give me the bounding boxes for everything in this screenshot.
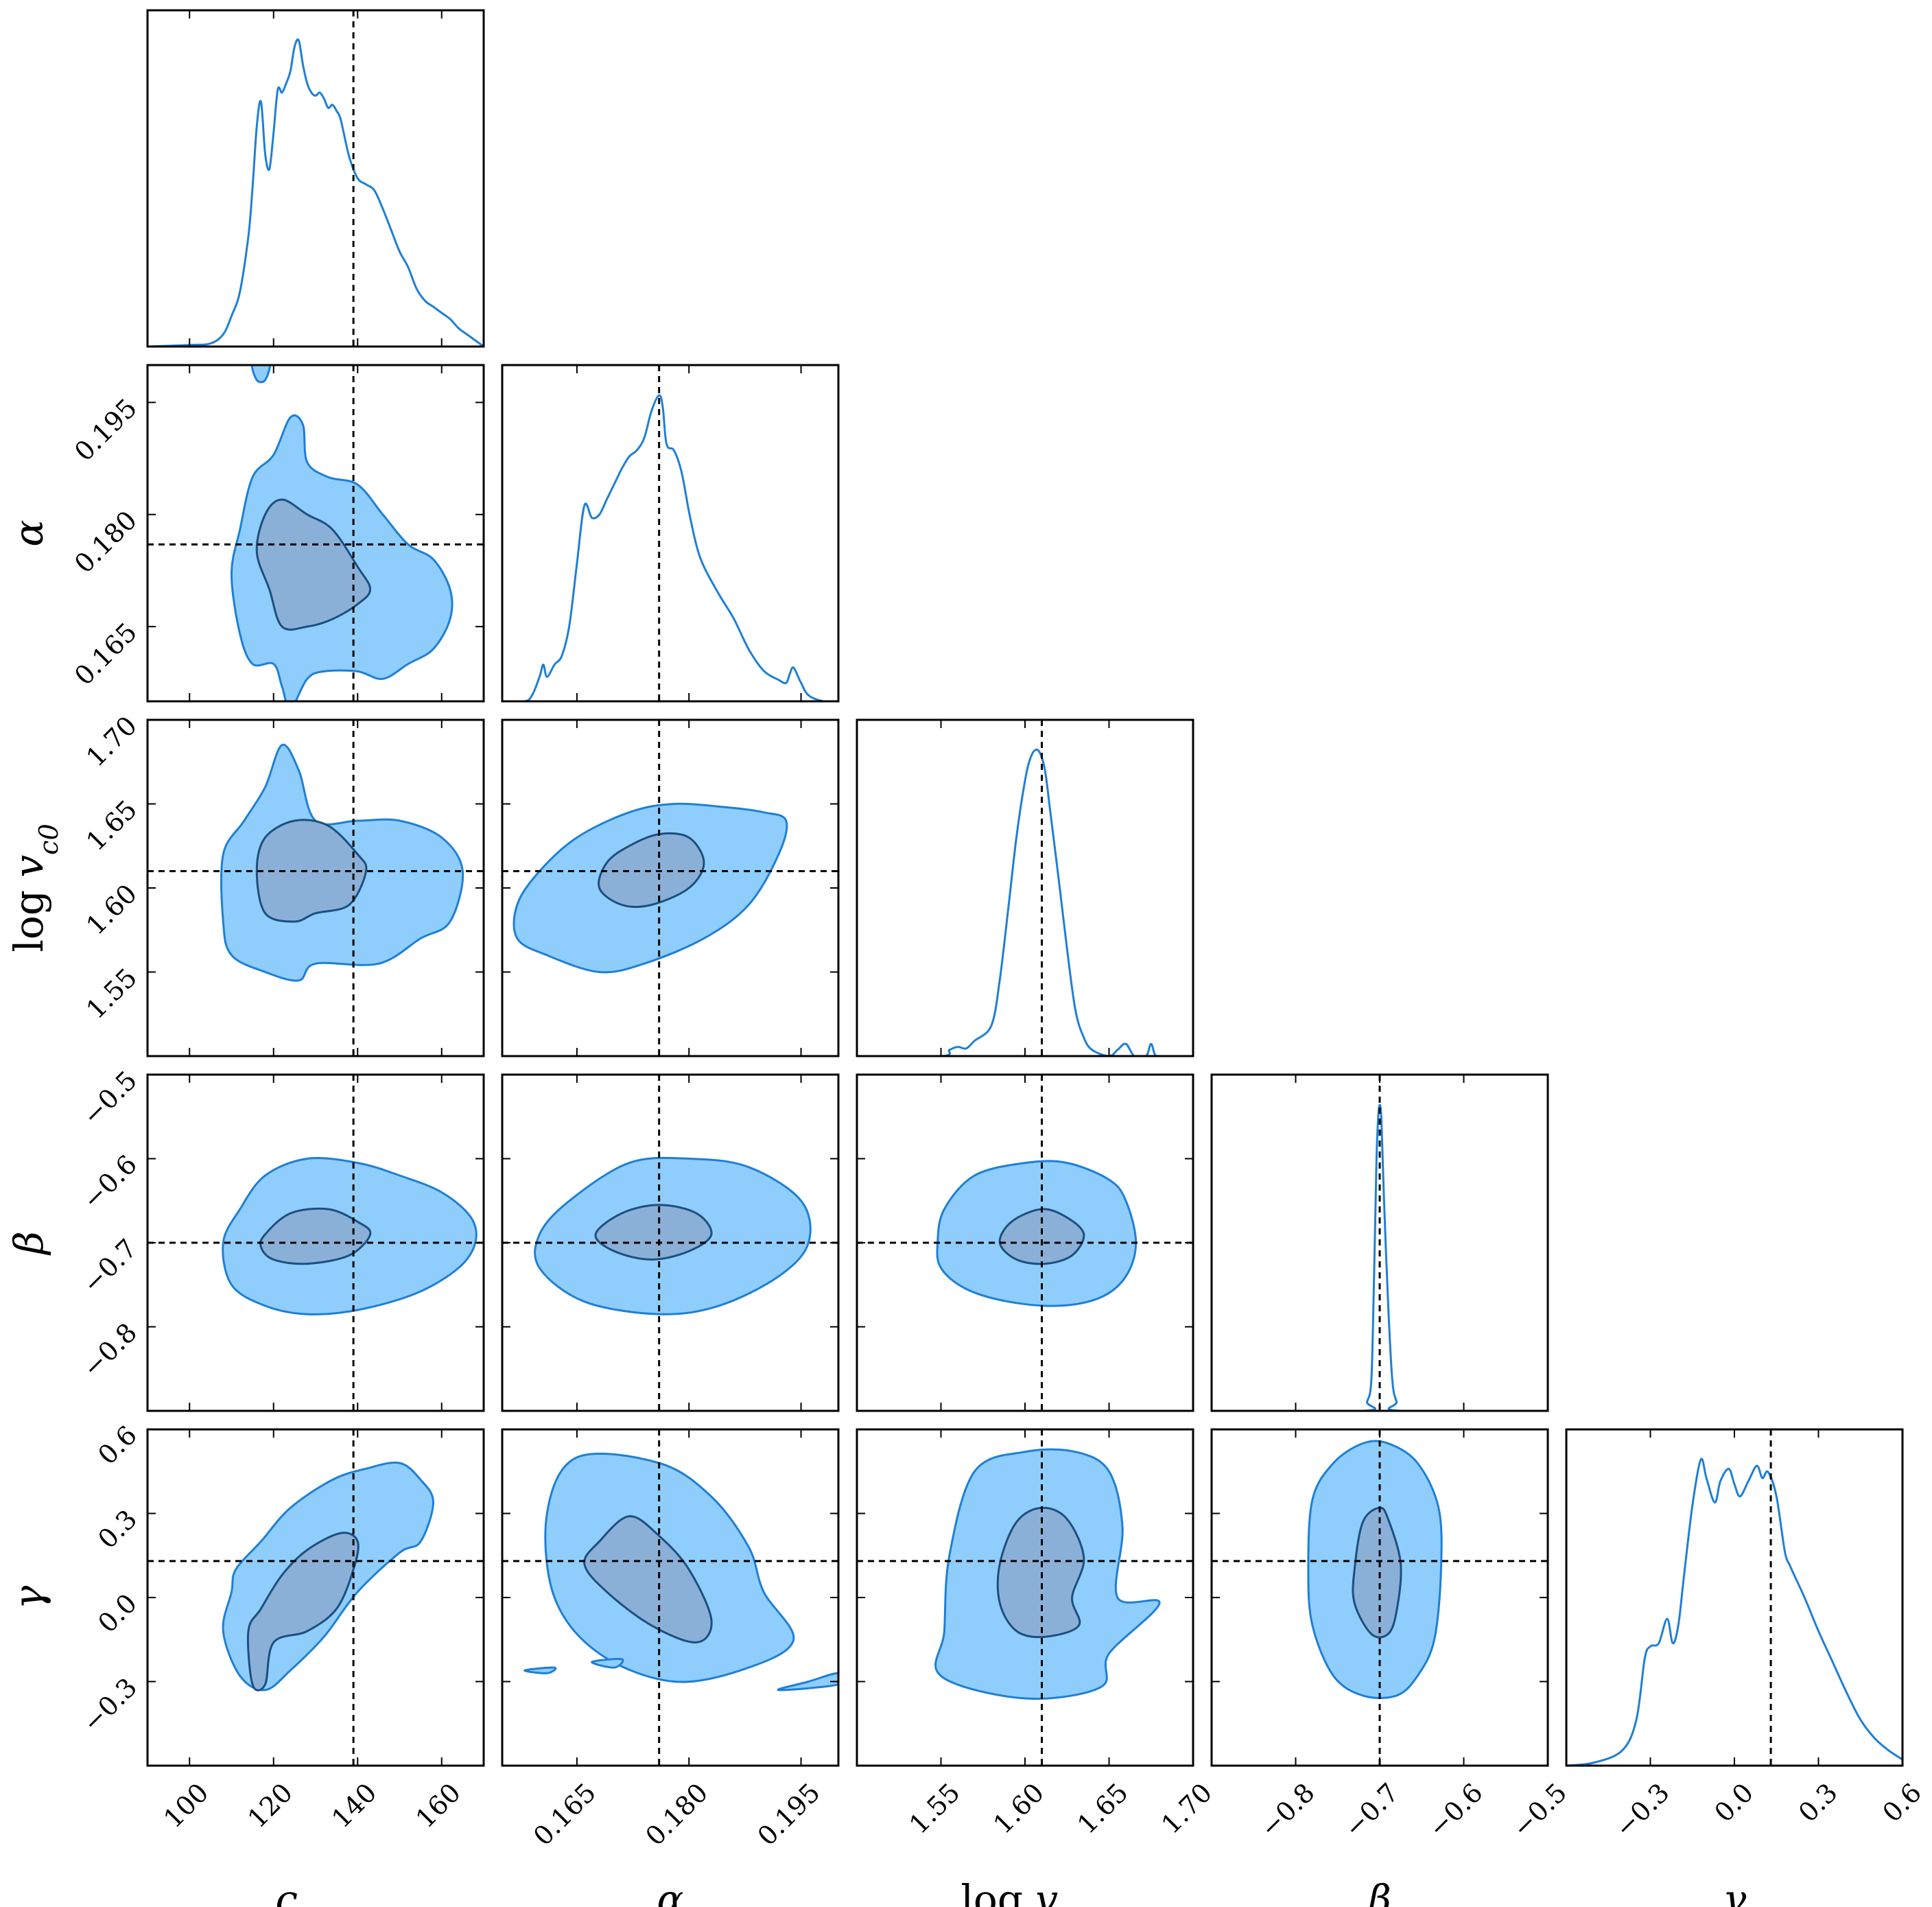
y-axis-label: γ: [5, 1585, 52, 1609]
x-tick-label: 100: [158, 1777, 214, 1834]
y-tick-label: 1.55: [80, 962, 143, 1025]
panel-c_HI0-vs-log_vc0: [148, 720, 484, 1056]
y-axis-label: β: [5, 1231, 52, 1256]
marginal-curve: [1566, 1458, 1902, 1766]
contour-inner: [246, 1532, 360, 1692]
x-tick-label: −0.7: [1339, 1777, 1404, 1843]
y-tick-label: 0.180: [69, 505, 143, 579]
panel-log_vc0-vs-beta: [857, 1075, 1193, 1411]
panel-frame: [146, 364, 485, 703]
x-tick-label: −0.5: [1507, 1777, 1572, 1843]
x-tick-label: 1.60: [987, 1777, 1050, 1840]
x-tick-label: 1.65: [1072, 1777, 1134, 1840]
x-tick-label: 0.195: [752, 1777, 826, 1851]
x-tick-label: 0.6: [1876, 1777, 1927, 1828]
x-axis-label: α: [657, 1876, 683, 1907]
panel-alpha-vs-beta: [502, 1075, 838, 1411]
marginal-alpha: [502, 365, 838, 701]
x-tick-label: 0.165: [528, 1777, 602, 1851]
contour-island: [250, 365, 271, 384]
contour-island: [523, 1666, 557, 1674]
x-axis-label: γ: [1723, 1876, 1747, 1907]
contour-inner: [594, 1204, 713, 1261]
contour-inner: [259, 1207, 372, 1265]
y-tick-label: −0.8: [77, 1317, 143, 1383]
marginal-beta: [1212, 1075, 1548, 1411]
x-axis-label: cHI,0: [276, 1876, 356, 1907]
y-tick-label: −0.3: [77, 1672, 143, 1738]
panel-frame: [146, 9, 485, 348]
x-tick-label: −0.6: [1422, 1777, 1488, 1843]
y-tick-label: 0.3: [92, 1504, 143, 1554]
y-tick-label: 0.165: [69, 617, 143, 691]
x-tick-label: 1.55: [904, 1777, 966, 1840]
marginal-curve: [1212, 1103, 1548, 1411]
marginal-c_HI0: [148, 10, 484, 347]
panel-alpha-vs-gamma: [502, 1429, 838, 1766]
contour-inner: [255, 498, 372, 631]
y-tick-label: 0.6: [92, 1420, 143, 1471]
y-axis-label: log vc0: [5, 823, 64, 952]
y-tick-label: −0.7: [77, 1233, 143, 1299]
panel-c_HI0-vs-gamma: [148, 1429, 484, 1766]
x-tick-label: 120: [242, 1777, 298, 1834]
marginal-curve: [502, 394, 838, 701]
marginal-curve: [857, 748, 1193, 1056]
contour-inner: [598, 832, 705, 909]
x-axis-label: β: [1367, 1876, 1391, 1907]
x-tick-label: 0.0: [1708, 1777, 1759, 1828]
y-tick-label: 0.195: [69, 393, 143, 467]
panel-c_HI0-vs-alpha: [148, 365, 484, 701]
contour-island: [591, 1658, 624, 1669]
panel-frame: [1565, 1428, 1904, 1767]
panel-frame: [501, 364, 840, 703]
marginal-log_vc0: [857, 720, 1193, 1056]
x-tick-label: 160: [410, 1777, 467, 1834]
panel-alpha-vs-log_vc0: [502, 720, 838, 1056]
y-tick-label: 1.65: [80, 794, 143, 856]
panel-frame: [856, 718, 1194, 1057]
y-axis-label: α: [5, 519, 52, 546]
y-tick-label: −0.5: [77, 1065, 143, 1131]
marginal-curve: [148, 38, 484, 347]
contour-inner: [255, 819, 368, 923]
x-tick-label: 0.3: [1793, 1777, 1843, 1828]
panel-c_HI0-vs-beta: [148, 1075, 484, 1411]
y-tick-label: 1.60: [80, 878, 143, 941]
panel-log_vc0-vs-gamma: [857, 1429, 1193, 1766]
panel-beta-vs-gamma: [1212, 1429, 1548, 1766]
contour-island: [777, 1672, 838, 1692]
contour-inner: [998, 1208, 1085, 1265]
marginal-gamma: [1566, 1429, 1902, 1766]
contour-inner: [583, 1515, 713, 1643]
x-axis-label: log vc0: [961, 1876, 1089, 1907]
y-tick-label: 1.70: [80, 710, 143, 773]
x-tick-label: 1.70: [1155, 1777, 1218, 1840]
x-tick-label: −0.3: [1609, 1777, 1675, 1843]
x-tick-label: 140: [326, 1777, 382, 1834]
x-tick-label: 0.180: [639, 1777, 714, 1851]
y-tick-label: −0.6: [77, 1149, 143, 1215]
y-tick-label: 0.0: [92, 1588, 143, 1639]
x-tick-label: −0.8: [1254, 1777, 1320, 1843]
contour-inner: [1352, 1506, 1402, 1639]
